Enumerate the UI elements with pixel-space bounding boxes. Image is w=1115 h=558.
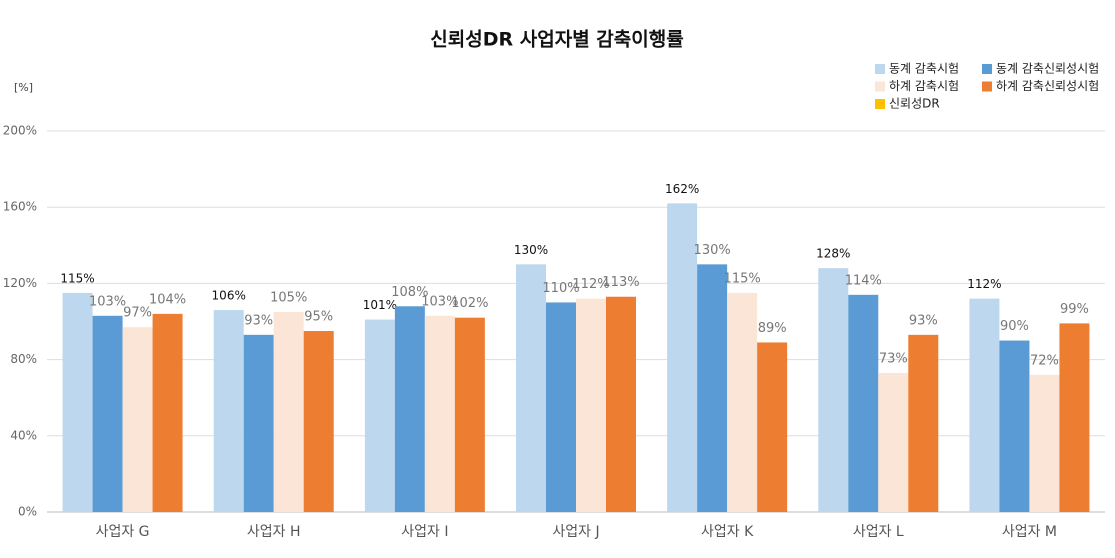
x-tick-label: 사업자 H xyxy=(247,524,301,540)
chart-title: 신뢰성DR 사업자별 감축이행률 xyxy=(430,29,683,51)
data-label: 101% xyxy=(363,298,397,312)
legend-swatch xyxy=(875,99,885,109)
bar xyxy=(152,313,183,512)
x-tick-label: 사업자 I xyxy=(401,524,448,540)
bar xyxy=(273,311,304,512)
data-label: 112% xyxy=(967,277,1001,291)
data-label: 90% xyxy=(1000,319,1029,334)
legend-label: 신뢰성DR xyxy=(889,97,940,111)
data-label: 112% xyxy=(572,277,609,292)
x-tick-label: 사업자 K xyxy=(701,524,754,540)
y-tick-label: 160% xyxy=(3,200,37,214)
data-label: 73% xyxy=(879,351,908,366)
data-label: 95% xyxy=(304,310,333,325)
x-tick-label: 사업자 M xyxy=(1002,524,1057,540)
bar xyxy=(243,334,274,512)
y-tick-label: 0% xyxy=(18,505,37,519)
legend-swatch xyxy=(875,81,885,92)
bar xyxy=(576,298,606,512)
legend-label: 동계 감축신뢰성시험 xyxy=(996,62,1099,76)
y-tick-label: 80% xyxy=(10,352,37,366)
data-label: 162% xyxy=(665,182,699,196)
bar xyxy=(969,298,1000,512)
bar xyxy=(697,264,728,512)
bar xyxy=(818,268,849,512)
legend-swatch xyxy=(982,81,992,92)
bar xyxy=(667,203,698,512)
bar xyxy=(848,294,879,512)
data-label: 128% xyxy=(816,247,850,261)
data-label: 106% xyxy=(212,289,246,303)
bar xyxy=(122,327,153,512)
bar xyxy=(364,319,395,512)
data-label: 105% xyxy=(270,290,307,305)
y-tick-label: 40% xyxy=(10,428,37,442)
legend-label: 하계 감축시험 xyxy=(889,79,959,93)
data-label: 130% xyxy=(514,243,548,257)
bar xyxy=(546,302,576,512)
legend-label: 동계 감축시험 xyxy=(889,62,959,76)
data-label: 93% xyxy=(244,313,273,328)
data-label: 97% xyxy=(123,306,152,321)
data-label: 99% xyxy=(1060,302,1089,317)
bar xyxy=(878,372,909,512)
data-label: 103% xyxy=(89,294,126,309)
bar xyxy=(394,306,425,512)
bar xyxy=(92,315,123,512)
data-label: 115% xyxy=(724,271,761,286)
legend-label: 하계 감축신뢰성시험 xyxy=(996,79,1099,93)
bar xyxy=(757,342,788,512)
bar xyxy=(303,331,334,512)
bar xyxy=(999,340,1030,512)
data-label: 130% xyxy=(694,243,731,258)
data-label: 113% xyxy=(602,275,639,290)
data-label: 103% xyxy=(421,294,458,309)
y-tick-label: 120% xyxy=(3,276,37,290)
data-label: 93% xyxy=(909,313,938,328)
data-label: 115% xyxy=(60,271,94,285)
y-tick-label: 200% xyxy=(3,124,37,138)
bar xyxy=(424,315,455,512)
data-label: 89% xyxy=(758,321,787,336)
data-label: 114% xyxy=(845,273,882,288)
x-tick-label: 사업자 J xyxy=(552,524,599,540)
x-tick-label: 사업자 G xyxy=(96,524,150,540)
legend-swatch xyxy=(875,64,885,74)
bar xyxy=(727,292,758,512)
data-label: 72% xyxy=(1030,353,1059,368)
legend-swatch xyxy=(982,64,992,74)
data-label: 108% xyxy=(391,285,428,300)
bar xyxy=(1029,374,1060,512)
data-label: 104% xyxy=(149,292,186,307)
bar xyxy=(606,296,636,512)
y-unit: [%] xyxy=(14,81,33,94)
x-tick-label: 사업자 L xyxy=(853,524,904,540)
bar xyxy=(516,264,546,512)
bar xyxy=(62,292,93,512)
bar xyxy=(1059,323,1090,512)
bar xyxy=(454,317,485,512)
data-label: 102% xyxy=(451,296,488,311)
data-label: 110% xyxy=(542,281,579,296)
bar xyxy=(213,310,244,512)
bar xyxy=(908,334,939,512)
